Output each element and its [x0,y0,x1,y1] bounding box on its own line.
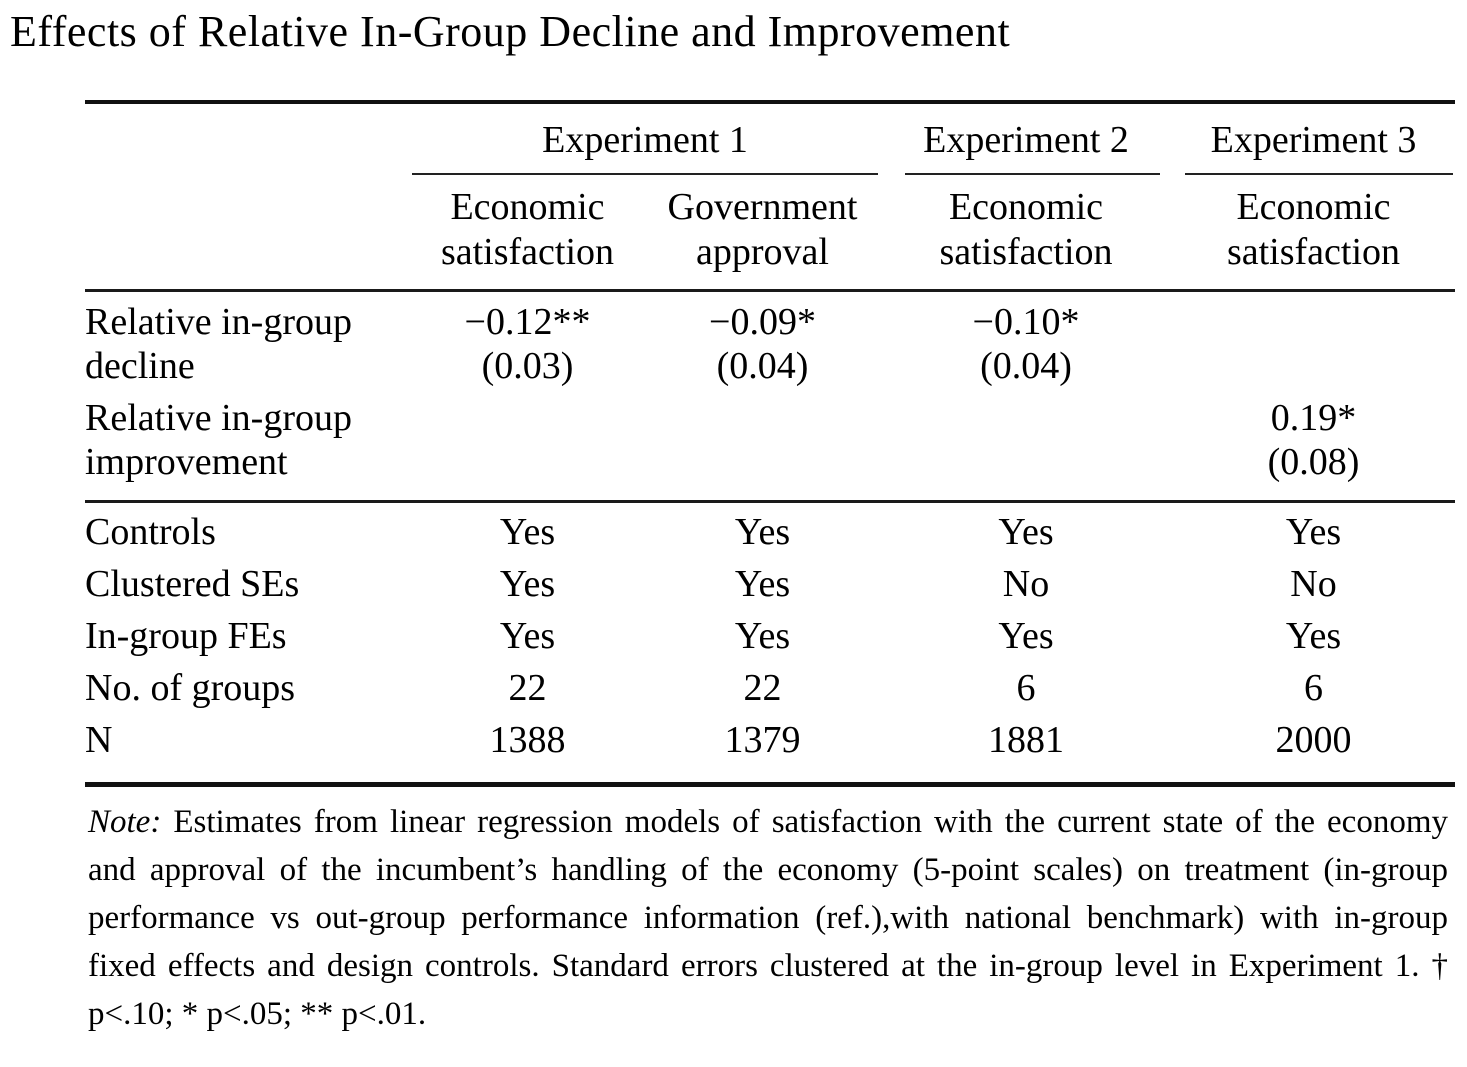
column-header-exp1-government-approval: Government approval [667,186,858,273]
experiment-2-header: Experiment 2 [880,114,1172,175]
experiment-3-underline [1185,173,1453,175]
experiment-group-header-row: Experiment 1 Experiment 2 Experiment 3 [85,104,1455,175]
standard-error [880,440,1172,484]
summary-value: Yes [499,563,556,605]
summary-value: Yes [734,615,791,657]
summary-value: Yes [499,615,556,657]
summary-value: Yes [734,563,791,605]
summary-value: Yes [998,511,1054,553]
summary-value: 1388 [489,719,566,761]
estimate-value [645,396,880,440]
column-header-exp1-economic-satisfaction: Economic satisfaction [440,186,615,273]
standard-error [645,440,880,484]
summary-value: 22 [508,667,547,709]
experiment-1-header: Experiment 1 [410,114,880,175]
row-label: Clustered SEs [85,563,300,605]
standard-error: (0.04) [716,345,809,387]
row-label: No. of groups [85,667,296,709]
summary-value: 1881 [988,719,1064,761]
empty-header-cell [85,185,410,275]
estimate-cell [880,396,1172,484]
estimate-cell: 0.19* (0.08) [1172,396,1455,484]
row-label: Relative in-group decline [85,301,352,387]
standard-error: (0.04) [980,345,1072,387]
header-separator-rule [85,289,1455,292]
summary-row-clustered-ses: Clustered SEs Yes Yes No No [85,558,1455,610]
estimate-value: −0.12** [464,301,591,343]
column-header-exp3-economic-satisfaction: Economic satisfaction [1226,186,1401,273]
estimate-cell: −0.12** (0.03) [410,300,645,388]
row-label: Relative in-group improvement [85,397,352,483]
standard-error [1172,344,1455,388]
experiment-1-label: Experiment 1 [542,119,748,161]
empty-header-cell [85,114,410,175]
summary-value: Yes [1285,615,1342,657]
model-summary-section: Controls Yes Yes Yes Yes Clustered SEs Y… [85,503,1455,776]
estimate-value: 0.19* [1270,397,1357,439]
row-label: In-group FEs [85,615,287,657]
estimate-value: −0.10* [972,301,1080,343]
experiment-1-underline [412,173,878,175]
summary-value: 6 [1016,667,1036,709]
column-header-exp2-economic-satisfaction: Economic satisfaction [939,186,1113,273]
summary-value: Yes [499,511,556,553]
regression-results-table: Experiment 1 Experiment 2 Experiment 3 E… [85,100,1455,787]
standard-error [410,440,645,484]
estimate-value [410,396,645,440]
summary-value: 1379 [724,719,801,761]
summary-value: Yes [734,511,791,553]
summary-row-controls: Controls Yes Yes Yes Yes [85,506,1455,558]
note-label: Note: [88,804,162,840]
row-label: N [85,719,113,761]
summary-row-n: N 1388 1379 1881 2000 [85,714,1455,766]
coefficient-summary-separator-rule [85,500,1455,503]
table-bottom-rule [85,782,1455,787]
experiment-2-underline [905,173,1160,175]
summary-value: Yes [998,615,1054,657]
estimate-value: −0.09* [709,301,816,343]
summary-row-no-of-groups: No. of groups 22 22 6 6 [85,662,1455,714]
standard-error: (0.08) [1267,441,1360,483]
table-top-rule [85,100,1455,104]
table-title: Effects of Relative In-Group Decline and… [10,7,1011,56]
summary-value: Yes [1285,511,1342,553]
row-label: Controls [85,511,216,553]
summary-value: 6 [1304,667,1323,709]
coefficient-section: Relative in-group decline −0.12** (0.03)… [85,292,1455,500]
estimate-cell [645,396,880,484]
summary-value: 22 [743,667,782,709]
summary-value: 2000 [1275,719,1352,761]
summary-value: No [1002,563,1050,605]
experiment-2-label: Experiment 2 [923,119,1129,161]
note-text: Estimates from linear regression models … [88,804,1449,1032]
table-note: Note: Estimates from linear regression m… [88,798,1448,1038]
estimate-cell [1172,300,1455,388]
estimate-cell [410,396,645,484]
estimate-cell: −0.10* (0.04) [880,300,1172,388]
experiment-3-header: Experiment 3 [1172,114,1455,175]
dependent-variable-header-row: Economic satisfaction Government approva… [85,175,1455,289]
estimate-value [880,396,1172,440]
estimate-cell: −0.09* (0.04) [645,300,880,388]
coefficient-row-relative-in-group-improvement: Relative in-group improvement 0.19* (0.0… [85,396,1455,484]
estimate-value [1172,300,1455,344]
summary-row-in-group-fes: In-group FEs Yes Yes Yes Yes [85,610,1455,662]
coefficient-row-relative-in-group-decline: Relative in-group decline −0.12** (0.03)… [85,300,1455,388]
experiment-3-label: Experiment 3 [1210,119,1417,161]
summary-value: No [1290,563,1337,605]
standard-error: (0.03) [481,345,574,387]
